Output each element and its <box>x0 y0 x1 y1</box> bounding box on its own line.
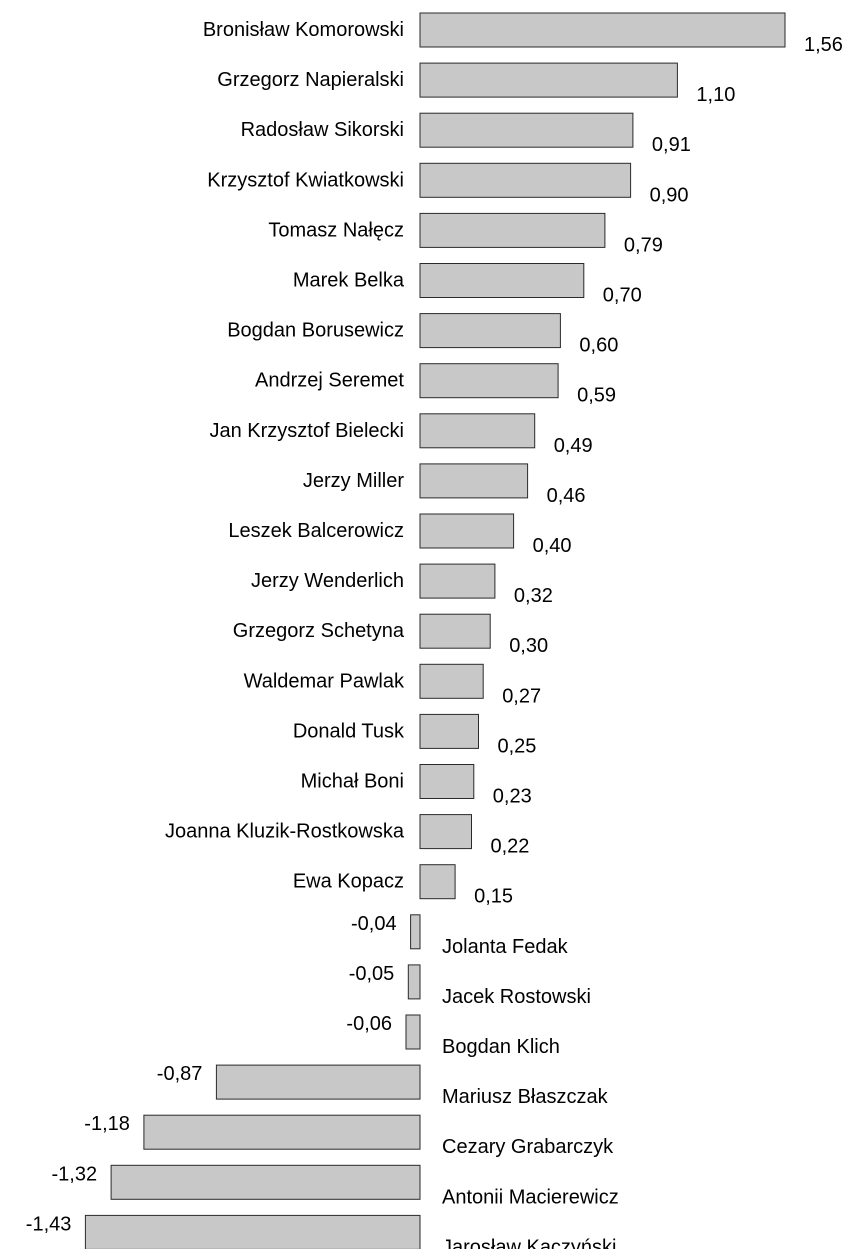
category-label: Ewa Kopacz <box>293 871 404 893</box>
bar <box>419 212 606 248</box>
bar <box>143 1114 421 1150</box>
category-label: Grzegorz Napieralski <box>217 69 404 91</box>
category-label: Grzegorz Schetyna <box>233 620 405 642</box>
category-label: Andrzej Seremet <box>255 370 404 392</box>
bar <box>84 1214 421 1249</box>
bar <box>419 363 559 399</box>
category-label: Waldemar Pawlak <box>244 670 405 692</box>
category-label: Bogdan Klich <box>442 1036 560 1058</box>
value-label: -1,32 <box>52 1163 98 1185</box>
bar <box>410 914 421 950</box>
bar <box>419 162 632 198</box>
category-label: Donald Tusk <box>293 720 405 742</box>
value-label: 0,30 <box>509 635 548 657</box>
category-label: Michał Boni <box>301 771 404 793</box>
category-label: Radosław Sikorski <box>241 119 404 141</box>
value-label: 0,40 <box>533 535 572 557</box>
bar <box>419 62 678 98</box>
value-label: 0,32 <box>514 585 553 607</box>
bar <box>419 613 491 649</box>
category-label: Marek Belka <box>293 270 405 292</box>
value-label: 0,91 <box>652 134 691 156</box>
bar <box>419 764 475 799</box>
value-label: -0,04 <box>351 913 397 935</box>
category-label: Jacek Rostowski <box>442 986 591 1008</box>
category-label: Cezary Grabarczyk <box>442 1136 614 1158</box>
value-label: -0,05 <box>349 963 395 985</box>
bar <box>405 1014 421 1050</box>
value-label: 0,25 <box>498 735 537 757</box>
value-label: 1,10 <box>696 84 735 106</box>
category-label: Bronisław Komorowski <box>203 19 404 41</box>
bar <box>419 463 529 499</box>
bar <box>419 864 456 900</box>
value-label: 0,70 <box>603 285 642 307</box>
bar <box>110 1164 421 1200</box>
bar <box>419 112 634 148</box>
category-label: Jerzy Wenderlich <box>251 570 404 592</box>
bar <box>419 713 479 749</box>
bar <box>419 313 561 349</box>
category-label: Leszek Balcerowicz <box>228 520 404 542</box>
value-label: 0,59 <box>577 385 616 407</box>
category-label: Jerzy Miller <box>303 470 404 492</box>
value-label: 1,56 <box>804 34 843 56</box>
bar <box>419 663 484 699</box>
category-label: Krzysztof Kwiatkowski <box>207 169 404 191</box>
bar <box>419 12 786 48</box>
bar <box>419 513 515 549</box>
value-label: 0,22 <box>491 836 530 858</box>
value-label: -0,06 <box>346 1013 392 1035</box>
category-label: Antonii Macierewicz <box>442 1186 619 1208</box>
bar <box>419 563 496 599</box>
value-label: -1,43 <box>26 1213 72 1235</box>
bar <box>419 814 472 850</box>
bar <box>407 964 421 1000</box>
value-label: -0,87 <box>157 1063 203 1085</box>
category-label: Jolanta Fedak <box>442 936 569 958</box>
value-label: 0,90 <box>650 184 689 206</box>
value-label: 0,27 <box>502 685 541 707</box>
value-label: 0,23 <box>493 786 532 808</box>
value-label: 0,79 <box>624 234 663 256</box>
value-label: 0,46 <box>547 485 586 507</box>
labels-group: Bronisław Komorowski 1,56 Grzegorz Napiera… <box>26 19 843 1249</box>
bar <box>419 413 536 449</box>
value-label: 0,49 <box>554 435 593 457</box>
bars-group <box>84 12 786 1249</box>
category-label: Jarosław Kaczyński <box>442 1236 617 1249</box>
category-label: Mariusz Błaszczak <box>442 1086 609 1108</box>
category-label: Tomasz Nałęcz <box>268 219 404 241</box>
bar <box>215 1064 421 1100</box>
category-label: Joanna Kluzik-Rostkowska <box>165 821 405 843</box>
value-label: 0,60 <box>579 335 618 357</box>
value-label: 0,15 <box>474 886 513 908</box>
value-label: -1,18 <box>84 1113 130 1135</box>
category-label: Jan Krzysztof Bielecki <box>209 420 404 442</box>
category-label: Bogdan Borusewicz <box>227 320 404 342</box>
bar <box>419 263 585 298</box>
